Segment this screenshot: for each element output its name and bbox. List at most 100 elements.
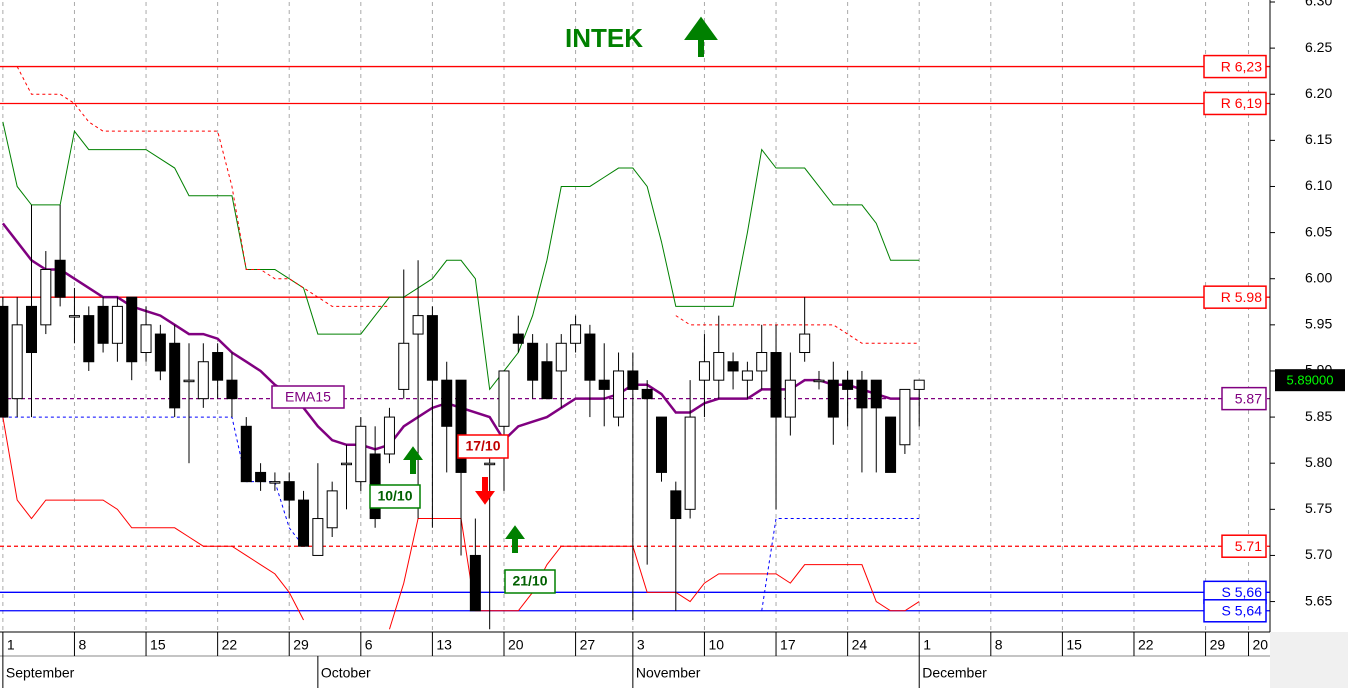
month-label: September xyxy=(6,665,75,681)
candle-body xyxy=(813,379,825,383)
level-label: S 5,64 xyxy=(1222,602,1263,618)
candle-body xyxy=(441,379,453,427)
level-label: R 6,23 xyxy=(1221,58,1262,74)
level-label-box xyxy=(1221,386,1267,411)
candle-body xyxy=(627,370,639,390)
candle-body xyxy=(842,379,854,390)
candle-body xyxy=(169,342,181,409)
month-label: October xyxy=(321,665,371,681)
month-label: November xyxy=(636,665,701,681)
signal-box xyxy=(457,434,509,459)
y-tick-label: 6.25 xyxy=(1305,39,1332,55)
candle-body xyxy=(613,370,625,418)
signal-box xyxy=(504,569,556,594)
level-label-box xyxy=(1221,534,1267,558)
candle-body xyxy=(584,333,596,381)
candle-body xyxy=(97,305,109,344)
x-tick-label: 27 xyxy=(580,637,596,653)
candle-body xyxy=(670,490,682,520)
candle-body xyxy=(555,342,567,372)
last-price-box xyxy=(1275,369,1345,392)
level-label: R 5.98 xyxy=(1221,289,1262,305)
x-tick-label: 22 xyxy=(1138,637,1154,653)
candle-body xyxy=(527,342,539,381)
y-tick-label: 6.15 xyxy=(1305,131,1332,147)
candle-body xyxy=(684,416,696,510)
candle-body xyxy=(154,333,166,372)
signal-label: 10/10 xyxy=(377,488,412,504)
x-tick-label: 8 xyxy=(995,637,1003,653)
candle-body xyxy=(126,296,138,363)
level-label-box xyxy=(1203,599,1267,623)
x-tick-label: 24 xyxy=(852,637,868,653)
candle-body xyxy=(856,379,868,409)
signal-label: 17/10 xyxy=(465,438,500,454)
candle-body xyxy=(140,324,152,354)
y-tick-label: 6.30 xyxy=(1305,0,1332,9)
candle-body xyxy=(255,471,267,483)
x-tick-label: 20 xyxy=(1253,637,1269,653)
candle-body xyxy=(741,370,753,381)
candle-body xyxy=(756,352,768,372)
month-label: December xyxy=(922,665,987,681)
y-tick-label: 5.65 xyxy=(1305,592,1332,608)
y-tick-label: 6.10 xyxy=(1305,177,1332,193)
x-tick-label: 10 xyxy=(708,637,724,653)
candle-body xyxy=(298,499,310,547)
x-tick-label: 15 xyxy=(1066,637,1082,653)
candle-body xyxy=(11,324,23,400)
candle-body xyxy=(212,352,224,381)
signal-box xyxy=(369,484,421,509)
chart-title: INTEK xyxy=(565,23,643,53)
candle-body xyxy=(570,324,582,344)
title-arrow xyxy=(684,16,718,57)
y-tick-label: 5.85 xyxy=(1305,408,1332,424)
candle-body xyxy=(799,333,811,354)
candle-body xyxy=(269,481,281,484)
x-tick-label: 29 xyxy=(293,637,309,653)
indicator-line xyxy=(16,66,920,344)
signal-label: 21/10 xyxy=(512,573,547,589)
candle-body xyxy=(197,361,209,400)
signal-arrow xyxy=(403,446,423,474)
candle-body xyxy=(283,481,295,501)
x-tick-label: 3 xyxy=(637,637,645,653)
candle-body xyxy=(784,379,796,418)
candle-body xyxy=(598,379,610,390)
x-tick-label: 20 xyxy=(508,637,524,653)
candle-body xyxy=(899,388,911,446)
candle-body xyxy=(83,315,95,363)
x-tick-label: 1 xyxy=(923,637,931,653)
candle-body xyxy=(698,361,710,381)
candle-body xyxy=(713,352,725,381)
candle-body xyxy=(40,268,52,326)
signal-arrow xyxy=(475,477,495,505)
candle-body xyxy=(770,352,782,418)
candle-body xyxy=(641,388,653,400)
indicator-line xyxy=(2,416,920,611)
candle-body xyxy=(412,315,424,335)
candle-body xyxy=(326,490,338,529)
candle-body xyxy=(111,305,123,344)
candle-body xyxy=(0,305,9,418)
candle-body xyxy=(25,305,37,354)
series-label: EMA15 xyxy=(285,389,331,405)
candle-body xyxy=(469,554,481,612)
candle-body xyxy=(68,315,80,318)
candle-body xyxy=(383,416,395,455)
level-label-box xyxy=(1203,91,1267,116)
y-tick-label: 6.05 xyxy=(1305,223,1332,239)
y-tick-label: 5.70 xyxy=(1305,546,1332,562)
x-tick-label: 29 xyxy=(1210,637,1226,653)
candle-body xyxy=(183,379,195,383)
level-label: 5.87 xyxy=(1235,390,1262,406)
y-tick-label: 6.20 xyxy=(1305,85,1332,101)
y-tick-label: 5.75 xyxy=(1305,500,1332,516)
x-tick-label: 15 xyxy=(150,637,166,653)
x-tick-label: 22 xyxy=(222,637,238,653)
plot-area xyxy=(0,2,1270,632)
candle-body xyxy=(655,416,667,473)
candle-body xyxy=(54,259,66,298)
candle-body xyxy=(226,379,238,400)
